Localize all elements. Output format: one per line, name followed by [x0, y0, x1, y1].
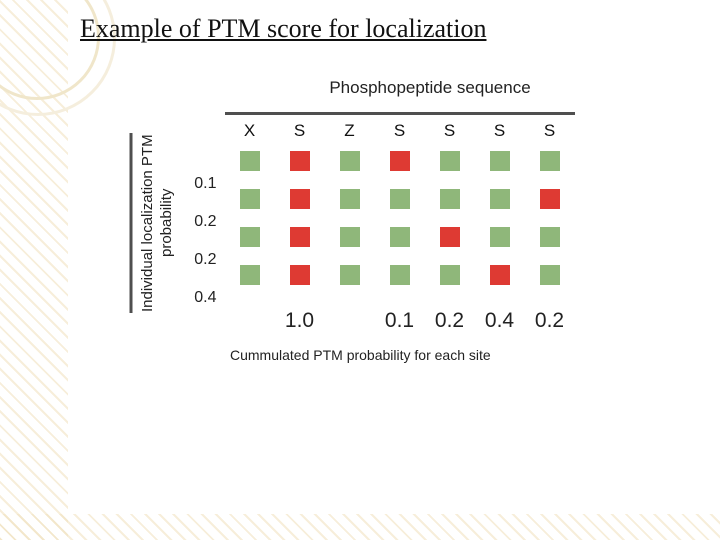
row-value: 0.4 [183, 289, 217, 307]
site-square [490, 151, 510, 171]
site-square [390, 227, 410, 247]
matrix-row [225, 151, 575, 171]
site-square [240, 151, 260, 171]
site-square [340, 265, 360, 285]
cumulated-value: 1.0 [275, 309, 325, 333]
site-square [490, 227, 510, 247]
sequence-residue: S [275, 121, 325, 141]
site-square [340, 151, 360, 171]
site-square [440, 151, 460, 171]
cumulated-axis-label: Cummulated PTM probability for each site [230, 347, 650, 363]
cumulated-value [225, 309, 275, 333]
site-square [390, 189, 410, 209]
sequence-header-row: X S Z S S S S [225, 112, 575, 141]
x-axis-label: Phosphopeptide sequence [210, 78, 650, 98]
cumulated-value [325, 309, 375, 333]
sequence-residue: Z [325, 121, 375, 141]
site-square [240, 265, 260, 285]
site-square [290, 151, 310, 171]
ptm-matrix-chart: Phosphopeptide sequence Individual local… [130, 78, 650, 363]
site-square [540, 265, 560, 285]
matrix-grid: X S Z S S S S [225, 112, 575, 333]
row-probabilities: 0.1 0.2 0.2 0.4 [183, 139, 217, 307]
matrix-row [225, 227, 575, 247]
sequence-residue: S [375, 121, 425, 141]
sequence-residue: X [225, 121, 275, 141]
cumulated-value: 0.1 [375, 309, 425, 333]
site-square [540, 227, 560, 247]
sequence-residue: S [525, 121, 575, 141]
site-square [390, 265, 410, 285]
site-square [340, 227, 360, 247]
site-square [290, 189, 310, 209]
site-square [240, 189, 260, 209]
site-square [540, 189, 560, 209]
site-square [440, 189, 460, 209]
sequence-residue: S [475, 121, 525, 141]
site-square [440, 227, 460, 247]
site-square [390, 151, 410, 171]
slide-title: Example of PTM score for localization [80, 14, 486, 44]
site-square [540, 151, 560, 171]
y-axis-label: Individual localization PTM probability [130, 133, 177, 313]
cumulated-row: 1.0 0.1 0.2 0.4 0.2 [225, 309, 575, 333]
site-square [240, 227, 260, 247]
matrix-row [225, 189, 575, 209]
row-value: 0.1 [183, 175, 217, 193]
site-square [490, 265, 510, 285]
site-square [440, 265, 460, 285]
site-square [490, 189, 510, 209]
matrix-row [225, 265, 575, 285]
sequence-residue: S [425, 121, 475, 141]
site-square [340, 189, 360, 209]
site-square [290, 227, 310, 247]
cumulated-value: 0.2 [425, 309, 475, 333]
row-value: 0.2 [183, 213, 217, 231]
cumulated-value: 0.4 [475, 309, 525, 333]
cumulated-value: 0.2 [525, 309, 575, 333]
row-value: 0.2 [183, 251, 217, 269]
site-square [290, 265, 310, 285]
